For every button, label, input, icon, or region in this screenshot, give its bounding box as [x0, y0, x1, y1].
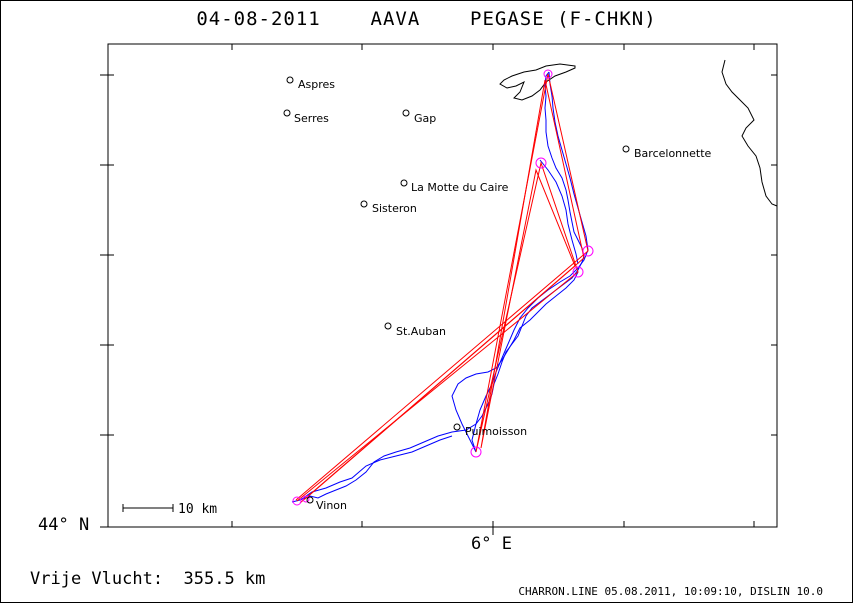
place-label-la-motte: La Motte du Caire: [411, 181, 509, 194]
place-label-barcelonnette: Barcelonnette: [634, 147, 712, 160]
border-line: [721, 59, 778, 207]
place-marker-puimoisson: [453, 423, 461, 431]
turnpoints: [292, 69, 594, 506]
place-marker-vinon: [306, 496, 314, 504]
place-label-sisteron: Sisteron: [372, 202, 417, 215]
place-markers: [283, 76, 630, 504]
plot-frame: [107, 43, 778, 528]
longitude-label: 6° E: [471, 534, 512, 554]
distance-label: Vrije Vlucht: 355.5 km: [30, 569, 266, 589]
flight-track-return: [471, 71, 589, 453]
turnpoint-2: [535, 157, 547, 169]
flight-track-detail: [299, 159, 579, 501]
place-marker-aspres: [286, 76, 294, 84]
program-info: CHARRON.LINE 05.08.2011, 10:09:10, DISLI…: [518, 585, 823, 598]
place-marker-serres: [283, 109, 291, 117]
place-label-vinon: Vinon: [316, 499, 347, 512]
place-marker-barcelonnette: [622, 145, 630, 153]
flight-date: 04-08-2011: [196, 8, 321, 30]
place-label-gap: Gap: [414, 112, 436, 125]
place-marker-la-motte: [400, 179, 408, 187]
latitude-label: 44° N: [38, 515, 90, 535]
axis-ticks: [100, 44, 777, 535]
turnpoint-5: [470, 446, 482, 458]
turnpoint-4: [572, 266, 584, 278]
turnpoint-1: [543, 69, 553, 79]
place-label-serres: Serres: [294, 112, 329, 125]
lake-outline: [499, 63, 576, 101]
task-lines: [295, 73, 589, 504]
scale-bar: [122, 504, 174, 512]
flight-track-loop: [451, 271, 579, 453]
turnpoint-3: [582, 245, 594, 257]
place-marker-gap: [402, 109, 410, 117]
map-title: 04-08-2011 AAVA PEGASE (F-CHKN): [0, 8, 853, 30]
scale-bar-label: 10 km: [178, 502, 217, 517]
place-label-aspres: Aspres: [298, 78, 335, 91]
place-label-puimoisson: Puimoisson: [465, 425, 527, 438]
place-label-st-auban: St.Auban: [396, 325, 446, 338]
club-name: AAVA: [370, 8, 421, 30]
place-marker-st-auban: [384, 322, 392, 330]
turnpoint-6: [292, 496, 302, 506]
glider-name: PEGASE (F-CHKN): [470, 8, 657, 30]
flight-track: [291, 71, 585, 503]
turnpoint-7: [302, 495, 310, 503]
place-marker-sisteron: [360, 200, 368, 208]
